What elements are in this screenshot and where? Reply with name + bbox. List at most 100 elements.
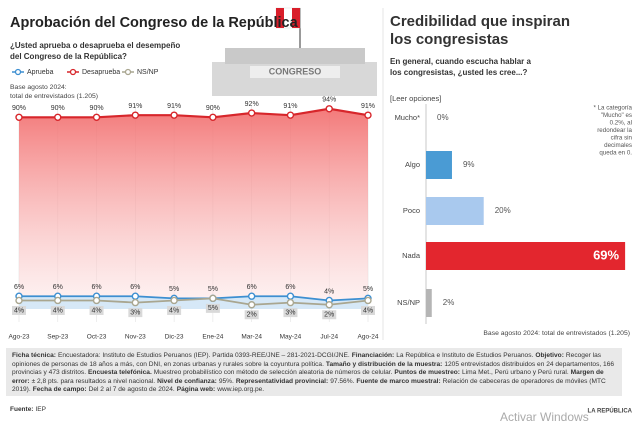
base-note: Base agosto 2024: total de entrevistados… <box>483 330 630 337</box>
point <box>247 109 256 117</box>
source-label: Fuente: <box>10 406 34 413</box>
sheet-text: Recoger las opiniones de personas de 18 … <box>12 352 602 368</box>
data-label: 4% <box>53 307 63 314</box>
point <box>286 298 295 307</box>
data-label: 6% <box>130 284 140 291</box>
subtitle: En general, cuando escucha hablar a <box>390 57 531 66</box>
note: cifra sin <box>611 135 633 142</box>
data-label: 2% <box>324 312 334 319</box>
data-label: 9% <box>463 160 475 169</box>
building-illustration: CONGRESO <box>212 7 377 96</box>
point <box>92 296 101 305</box>
point <box>131 298 140 307</box>
note: queda en 0. <box>599 150 632 157</box>
data-label: 4% <box>169 307 179 314</box>
data-label: 4% <box>14 307 24 314</box>
y-tick-label: Algo <box>405 160 420 169</box>
point <box>92 113 101 122</box>
label-bg <box>322 310 337 320</box>
series-line <box>19 107 369 119</box>
point <box>15 113 23 122</box>
brand: LA REPÚBLICA <box>588 408 633 415</box>
data-label: 0% <box>437 113 449 122</box>
sheet-text: ± 2,8 pts. para resultados a nivel nacio… <box>31 377 156 385</box>
label-bg <box>128 308 143 318</box>
x-tick-label: May-24 <box>280 334 302 341</box>
sheet-text: 97.56%. <box>330 377 355 385</box>
label-bg <box>283 308 298 318</box>
series-line <box>19 295 369 302</box>
note: redondear la <box>597 127 632 134</box>
label-bg <box>205 303 220 313</box>
point <box>170 111 178 119</box>
x-tick-label: Ene-24 <box>202 334 223 341</box>
annotation: Base agosto 2024: <box>10 84 67 91</box>
bar <box>426 289 432 317</box>
sheet-text: Relación de cabeceras de operadores de m… <box>12 377 606 394</box>
legend-label: NS/NP <box>137 69 159 76</box>
sheet-label: Nivel de confianza: <box>157 377 217 385</box>
data-label: 5% <box>363 286 373 293</box>
sheet-text: La República e Instituto de Estudios Per… <box>396 352 534 359</box>
instruction: [Leer opciones] <box>390 94 441 103</box>
legend-marker <box>124 68 132 76</box>
y-tick-label: NS/NP <box>397 298 420 307</box>
label-bg <box>167 305 182 315</box>
data-label: 5% <box>208 305 218 312</box>
source: Fuente: IEP <box>10 406 46 413</box>
note: * La categoría <box>593 105 632 112</box>
data-label: 90% <box>12 105 26 112</box>
y-tick-label: Nada <box>402 251 421 260</box>
note: decimales <box>604 142 632 149</box>
point <box>209 294 217 303</box>
sheet-label: Encuesta telefónica. <box>88 369 152 377</box>
data-label: 92% <box>245 101 259 108</box>
sheet-text: Muestreo probabilístico con método de se… <box>153 369 393 377</box>
data-label: 6% <box>53 284 63 291</box>
data-label: 2% <box>247 312 257 319</box>
data-label: 91% <box>361 103 375 110</box>
data-label: 6% <box>91 284 101 291</box>
bar <box>426 197 484 225</box>
label-bg <box>244 310 259 320</box>
sheet-label: Objetivo: <box>535 352 564 359</box>
x-tick-label: Dic-23 <box>165 334 184 341</box>
sheet-text: Encuestadora: Instituto de Estudios Peru… <box>57 352 350 359</box>
data-label: 6% <box>14 284 24 291</box>
legend-label: Aprueba <box>27 69 54 76</box>
y-tick-label: Poco <box>403 206 420 215</box>
annotation: total de entrevistados (1.205) <box>10 93 98 100</box>
point <box>325 301 333 309</box>
sheet-text: 95%. <box>218 377 234 385</box>
sheet-label: Fuente de marco muestral: <box>356 377 441 385</box>
sheet-text: 1205 entrevistados distribuidos en 24 de… <box>12 360 615 377</box>
point <box>131 111 140 119</box>
data-label: 90% <box>206 105 220 112</box>
chart-title: Aprobación del Congreso de la República <box>10 15 299 31</box>
point <box>54 113 62 122</box>
label-bg <box>12 305 26 315</box>
data-label: 90% <box>90 105 104 112</box>
point <box>286 111 295 119</box>
data-label: 91% <box>167 103 181 110</box>
sheet-label: Página web: <box>176 386 216 394</box>
svg-text:CONGRESO: CONGRESO <box>269 66 322 76</box>
y-tick-label: Mucho* <box>395 113 421 122</box>
x-tick-label: Sep-23 <box>47 334 68 341</box>
legend-label: Desaprueba <box>82 69 120 76</box>
data-label: 4% <box>324 288 334 295</box>
label-bg <box>89 305 104 315</box>
data-label: 90% <box>51 105 65 112</box>
x-tick-label: Nov-23 <box>125 334 146 341</box>
sheet-label: Margen de error: <box>12 369 604 385</box>
sheet-label: Fecha de campo: <box>32 386 87 394</box>
point <box>364 111 372 119</box>
point <box>15 296 23 305</box>
chart-title: Credibilidad que inspiran <box>390 13 570 30</box>
subtitle: los congresistas, ¿usted les cree...? <box>390 68 528 77</box>
x-tick-label: Jul-24 <box>320 334 338 341</box>
data-label: 91% <box>283 103 297 110</box>
subtitle: ¿Usted aprueba o desaprueba el desempeño <box>10 41 180 50</box>
